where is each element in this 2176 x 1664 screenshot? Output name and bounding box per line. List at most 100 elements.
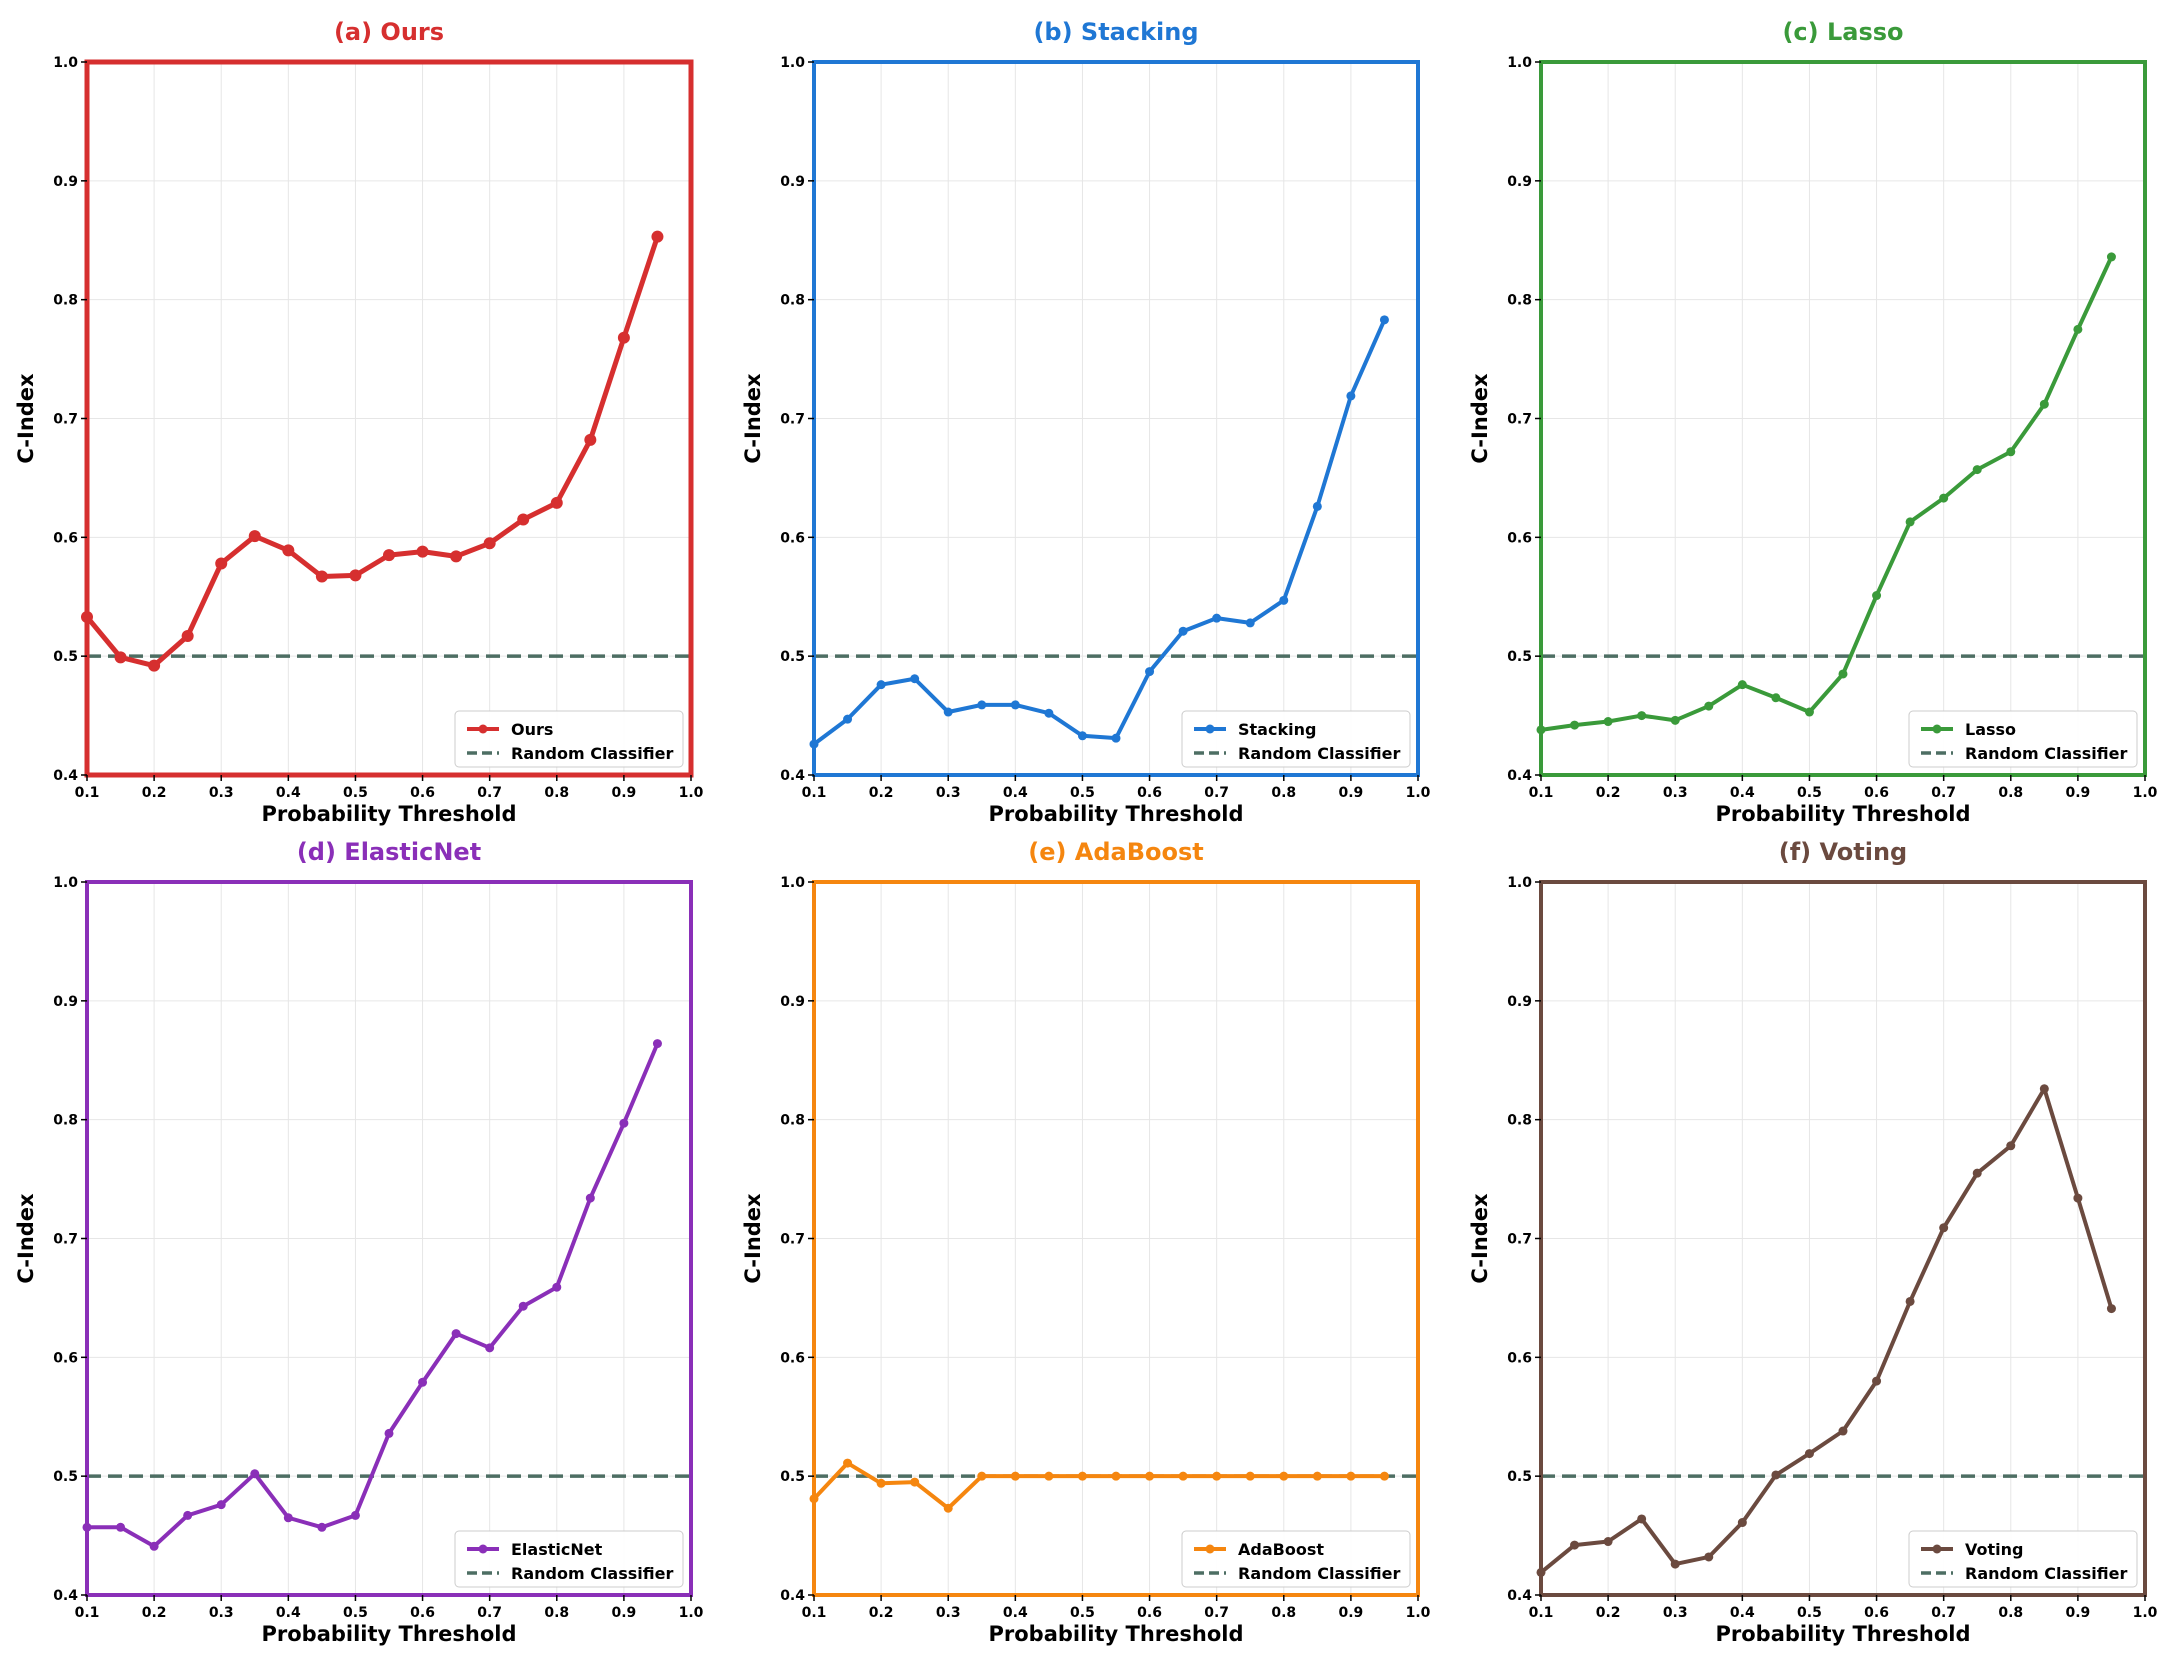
legend-label-random: Random Classifier	[1965, 744, 2127, 763]
x-tick-label: 0.1	[802, 785, 827, 801]
y-tick-label: 0.6	[780, 530, 805, 546]
data-point	[2106, 252, 2116, 262]
legend-box	[1908, 1530, 2138, 1588]
x-tick-label: 0.4	[276, 1605, 301, 1621]
y-tick-label: 1.0	[780, 55, 805, 71]
series-line-stacking	[812, 317, 1387, 747]
data-point	[485, 1343, 495, 1353]
subplot-2: 0.1 0.2 0.3 0.4 0.5 0.6 0.7 0.8 0.9 1.0 0.4 0.5 0.6 0…	[741, 18, 1431, 826]
subplot-title: (a) Ours	[334, 18, 444, 46]
y-tick-label: 0.7	[1507, 1232, 1532, 1248]
data-point	[1245, 618, 1255, 628]
x-tick-label: 0.7	[1931, 1605, 1956, 1621]
data-point	[1044, 708, 1054, 718]
data-point	[619, 1118, 629, 1128]
data-point	[1145, 1471, 1155, 1481]
y-tick-label: 1.0	[780, 875, 805, 891]
data-point	[1279, 1471, 1289, 1481]
y-tick-label: 0.7	[780, 412, 805, 428]
data-point	[451, 1329, 461, 1339]
data-point	[943, 707, 953, 717]
y-axis-label: C-Index	[741, 1193, 765, 1284]
subplot-4: 0.1 0.2 0.3 0.4 0.5 0.6 0.7 0.8 0.9 1.0 0.4 0.5 0.6 0…	[14, 838, 704, 1646]
x-tick-label: 0.2	[142, 1605, 167, 1621]
data-point	[114, 651, 127, 664]
x-tick-label: 1.0	[679, 1605, 704, 1621]
x-axis-label: Probability Threshold	[988, 1622, 1243, 1646]
data-point	[876, 1478, 886, 1488]
x-tick-label: 0.3	[1663, 785, 1688, 801]
data-point	[1010, 1471, 1020, 1481]
data-point	[315, 570, 328, 583]
x-tick-label: 0.1	[75, 1605, 100, 1621]
x-tick-label: 0.4	[276, 785, 301, 801]
data-point	[1838, 669, 1848, 679]
data-point	[181, 629, 194, 642]
x-tick-label: 0.2	[1596, 1605, 1621, 1621]
x-tick-label: 0.8	[544, 1605, 569, 1621]
y-tick-label: 0.9	[1507, 174, 1532, 190]
legend: Ours Random Classifier	[454, 710, 684, 768]
y-tick-label: 0.5	[780, 649, 805, 665]
data-point	[1872, 1376, 1882, 1386]
data-point	[517, 513, 530, 526]
y-tick-label: 1.0	[1507, 875, 1532, 891]
data-point	[1212, 1471, 1222, 1481]
data-point	[977, 1471, 987, 1481]
data-point	[1603, 717, 1613, 727]
y-tick-label: 0.7	[1507, 412, 1532, 428]
x-tick-label: 0.9	[611, 785, 636, 801]
x-tick-label: 0.1	[1529, 785, 1554, 801]
subplot-title: (f) Voting	[1779, 838, 1907, 866]
legend-marker	[478, 724, 488, 734]
data-point	[282, 544, 295, 557]
y-tick-label: 0.8	[53, 1113, 78, 1129]
data-point	[215, 557, 228, 570]
legend: Stacking Random Classifier	[1181, 710, 1411, 768]
legend-marker	[1205, 1544, 1215, 1554]
y-axis-label: C-Index	[1468, 373, 1492, 464]
x-tick-label: 0.1	[802, 1605, 827, 1621]
y-tick-label: 0.5	[1507, 1469, 1532, 1485]
x-tick-label: 0.3	[209, 1605, 234, 1621]
x-tick-label: 0.9	[611, 1605, 636, 1621]
data-point	[450, 550, 463, 563]
x-tick-label: 0.6	[1864, 785, 1889, 801]
data-point	[148, 659, 161, 672]
legend-label-series: Lasso	[1965, 720, 2016, 739]
data-point	[2073, 1193, 2083, 1203]
data-point	[2006, 1141, 2016, 1151]
data-point	[1637, 1514, 1647, 1524]
x-axis-label: Probability Threshold	[261, 802, 516, 826]
data-point	[283, 1513, 293, 1523]
data-point	[1245, 1471, 1255, 1481]
x-tick-label: 0.2	[869, 785, 894, 801]
data-point	[1077, 1471, 1087, 1481]
data-point	[1939, 493, 1949, 503]
data-point	[250, 1469, 260, 1479]
data-point	[1178, 1471, 1188, 1481]
legend: Lasso Random Classifier	[1908, 710, 2138, 768]
y-tick-label: 0.8	[1507, 1113, 1532, 1129]
legend-label-series: AdaBoost	[1238, 1540, 1324, 1559]
legend: ElasticNet Random Classifier	[454, 1530, 684, 1588]
y-tick-label: 0.4	[1507, 1588, 1532, 1604]
x-tick-label: 0.7	[477, 785, 502, 801]
x-tick-label: 0.6	[1137, 785, 1162, 801]
x-tick-label: 0.8	[1271, 785, 1296, 801]
data-point	[349, 569, 362, 582]
x-tick-label: 1.0	[2133, 1605, 2158, 1621]
data-point	[1379, 315, 1389, 325]
data-point	[1312, 501, 1322, 511]
x-tick-label: 1.0	[2133, 785, 2158, 801]
y-tick-label: 0.6	[780, 1350, 805, 1366]
data-point	[552, 1282, 562, 1292]
x-tick-label: 0.3	[936, 785, 961, 801]
data-point	[1111, 1471, 1121, 1481]
y-tick-label: 0.5	[53, 649, 78, 665]
y-tick-label: 0.5	[780, 1469, 805, 1485]
data-point	[1111, 733, 1121, 743]
x-tick-label: 0.3	[209, 785, 234, 801]
data-point	[910, 1477, 920, 1487]
y-tick-label: 0.6	[53, 1350, 78, 1366]
